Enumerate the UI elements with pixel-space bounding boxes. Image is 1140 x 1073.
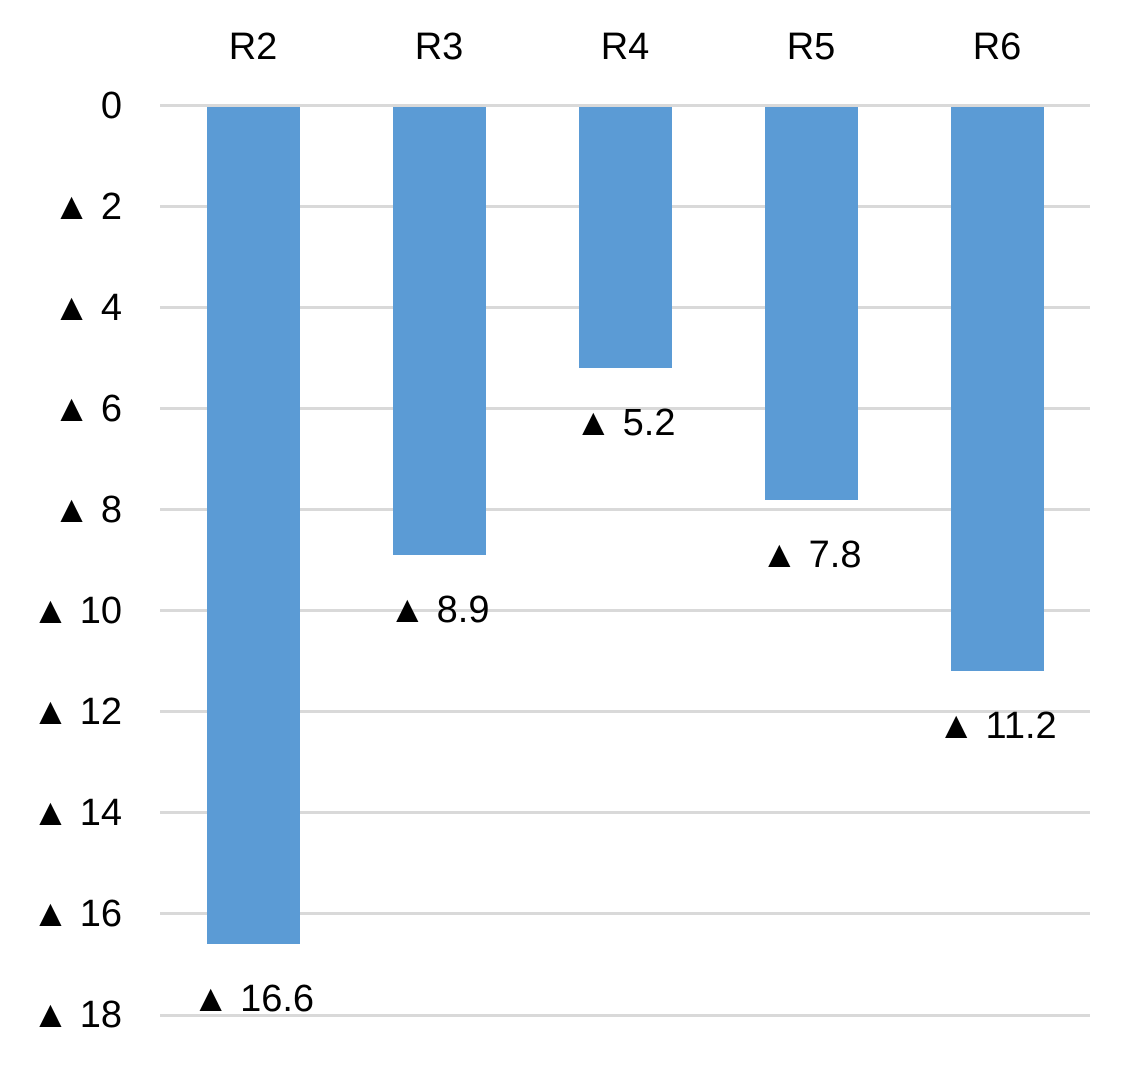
bar-r5	[764, 107, 858, 500]
gridline	[160, 508, 1090, 512]
gridline	[160, 710, 1090, 714]
data-label-r6: ▲ 11.2	[937, 705, 1057, 748]
data-label-r4: ▲ 5.2	[574, 402, 676, 445]
category-label-r4: R4	[600, 26, 650, 68]
gridline	[160, 407, 1090, 411]
category-label-r3: R3	[414, 26, 464, 68]
data-label-r2: ▲ 16.6	[191, 978, 315, 1021]
y-axis-tick-label: ▲ 10	[31, 589, 122, 632]
gridline	[160, 912, 1090, 916]
y-axis-tick-label: ▲ 2	[52, 185, 122, 228]
y-axis-tick-label: ▲ 6	[52, 387, 122, 430]
bar-r3	[392, 107, 486, 556]
category-label-r6: R6	[972, 26, 1022, 68]
gridline	[160, 104, 1090, 107]
category-label-r2: R2	[228, 26, 278, 68]
data-label-r3: ▲ 8.9	[388, 589, 490, 632]
y-axis-tick-label: ▲ 8	[52, 488, 122, 531]
bar-r4	[578, 107, 672, 369]
y-axis-tick-label: ▲ 14	[31, 791, 122, 834]
gridline	[160, 811, 1090, 815]
y-axis-tick-label: ▲ 12	[31, 690, 122, 733]
gridline	[160, 1013, 1090, 1017]
bar-r2	[206, 107, 300, 945]
y-axis-tick-label: 0	[100, 84, 122, 127]
bar-r6	[950, 107, 1044, 672]
gridline	[160, 609, 1090, 613]
y-axis-tick-label: ▲ 18	[31, 994, 122, 1037]
y-axis-tick-label: ▲ 4	[52, 286, 122, 329]
y-axis-tick-label: ▲ 16	[31, 892, 122, 935]
data-label-r5: ▲ 7.8	[760, 533, 862, 576]
category-label-r5: R5	[786, 26, 836, 68]
